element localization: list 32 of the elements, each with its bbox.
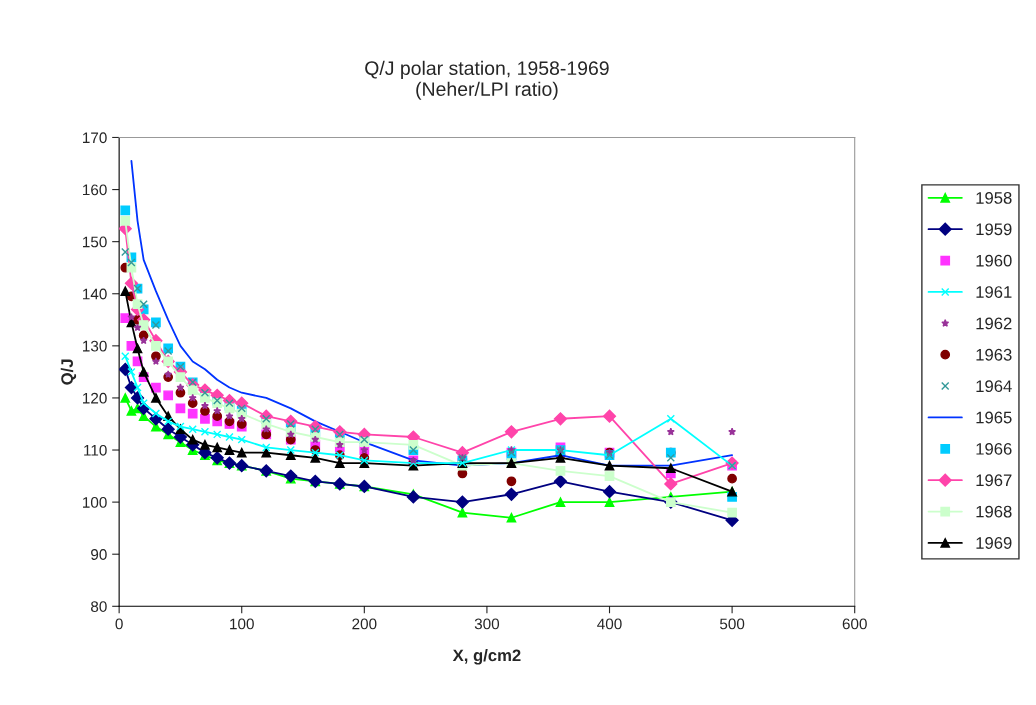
legend-label: 1964 [976, 380, 1012, 393]
x-tick-label: 100 [230, 618, 254, 630]
x-tick-label: 200 [352, 618, 377, 630]
y-tick-label: 110 [84, 444, 107, 456]
y-tick-label: 90 [91, 549, 107, 560]
y-tick-label: 160 [83, 184, 107, 196]
legend-label: 1968 [976, 505, 1012, 518]
y-tick-label: 170 [83, 132, 107, 144]
y-tick-label: 130 [83, 340, 107, 352]
legend-label: 1960 [976, 254, 1012, 267]
chart-title: Q/J polar station, 1958-1969 (Neher/LPI ratio) [365, 60, 609, 100]
legend-label: 1962 [976, 317, 1012, 330]
legend-label: 1965 [976, 411, 1012, 424]
legend-label: 1966 [976, 442, 1012, 455]
y-tick-label: 150 [83, 236, 107, 248]
y-tick-label: 120 [83, 392, 107, 404]
y-tick-label: 100 [83, 496, 107, 508]
y-tick-label: 80 [91, 601, 107, 612]
legend-label: 1963 [976, 348, 1012, 361]
legend-label: 1967 [976, 474, 1012, 487]
legend-label: 1958 [976, 192, 1012, 204]
y-axis-title: Q/J [60, 359, 77, 385]
y-tick-label: 140 [83, 288, 107, 300]
x-tick-label: 600 [842, 618, 867, 630]
x-tick-label: 400 [597, 618, 622, 630]
legend-label: 1961 [976, 286, 1012, 298]
x-tick-label: 0 [115, 618, 123, 630]
x-tick-label: 300 [474, 618, 500, 630]
legend-label: 1969 [976, 537, 1012, 549]
legend-label: 1959 [976, 223, 1012, 236]
x-tick-label: 500 [719, 618, 745, 630]
x-axis-title: X, g/cm2 [452, 649, 521, 665]
